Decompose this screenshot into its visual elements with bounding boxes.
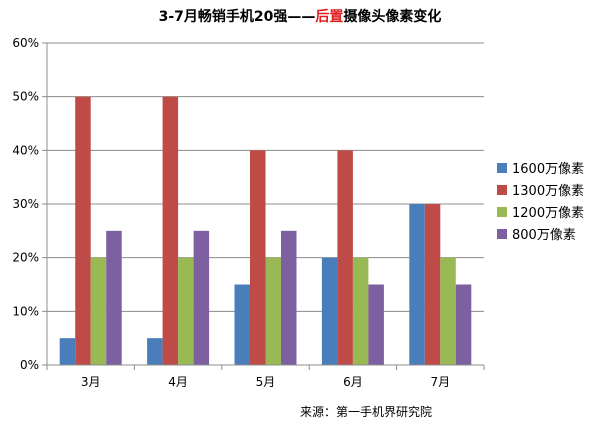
x-tick-label: 7月 bbox=[430, 375, 450, 389]
bar bbox=[440, 257, 456, 365]
x-tick-label: 4月 bbox=[168, 375, 188, 389]
bar bbox=[250, 150, 266, 365]
legend-label: 1600万像素 bbox=[512, 162, 584, 177]
x-tick-label: 5月 bbox=[256, 375, 276, 389]
y-tick-label: 50% bbox=[12, 90, 39, 104]
legend-label: 1300万像素 bbox=[512, 184, 584, 199]
legend-swatch bbox=[497, 185, 507, 195]
bar bbox=[281, 230, 297, 365]
axes bbox=[46, 43, 485, 370]
bars bbox=[59, 96, 472, 366]
chart-title-highlight: 后置 bbox=[315, 9, 344, 25]
bar bbox=[455, 284, 472, 365]
legend-swatch bbox=[497, 163, 507, 173]
bar bbox=[178, 257, 194, 365]
legend-swatch bbox=[497, 207, 507, 217]
bar bbox=[75, 96, 91, 366]
source-note: 来源：第一手机界研究院 bbox=[300, 405, 433, 419]
bar bbox=[352, 257, 369, 365]
legend-label: 1200万像素 bbox=[512, 206, 584, 221]
y-axis-tick-labels: 0% 10% 20% 30% 40% 50% 60% bbox=[12, 36, 39, 372]
y-tick-label: 30% bbox=[12, 197, 39, 211]
bar bbox=[234, 284, 250, 365]
legend: 1600万像素 1300万像素 1200万像素 800万像素 bbox=[497, 162, 584, 243]
x-tick-label: 6月 bbox=[343, 375, 363, 389]
chart-title-part-1: 3-7月畅销手机20强—— bbox=[158, 9, 316, 25]
y-tick-label: 60% bbox=[12, 36, 39, 50]
y-tick-label: 10% bbox=[12, 304, 39, 318]
chart-title-part-3: 摄像头像素变化 bbox=[343, 9, 442, 25]
legend-label: 800万像素 bbox=[512, 228, 576, 243]
y-tick-label: 0% bbox=[20, 358, 39, 372]
bar bbox=[59, 338, 76, 365]
bar bbox=[162, 96, 179, 366]
bar bbox=[265, 257, 281, 365]
bar bbox=[337, 150, 353, 365]
bar bbox=[147, 338, 163, 365]
x-tick-label: 3月 bbox=[81, 375, 101, 389]
bar bbox=[368, 284, 384, 365]
bar bbox=[106, 230, 122, 365]
chart-title: 3-7月畅销手机20强——后置摄像头像素变化 bbox=[0, 6, 600, 26]
legend-swatch bbox=[497, 229, 507, 239]
bar bbox=[193, 230, 210, 365]
bar bbox=[321, 257, 338, 365]
y-tick-label: 20% bbox=[12, 251, 39, 265]
bar bbox=[424, 204, 441, 365]
bar bbox=[409, 204, 425, 365]
x-axis-tick-labels: 3月 4月 5月 6月 7月 bbox=[81, 375, 450, 389]
bar bbox=[90, 257, 107, 365]
y-tick-label: 40% bbox=[12, 143, 39, 157]
